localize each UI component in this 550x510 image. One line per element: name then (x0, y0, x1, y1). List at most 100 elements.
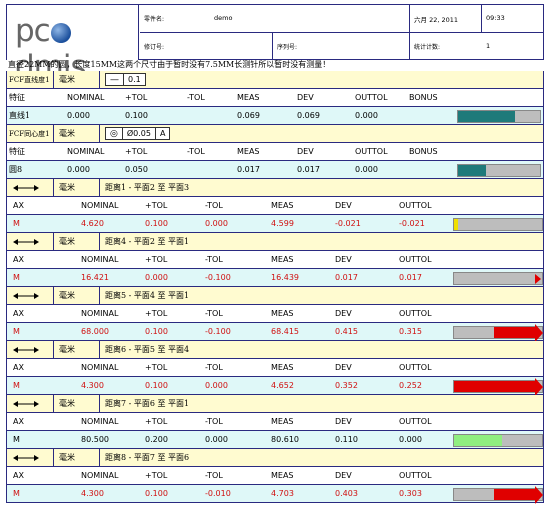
measurement-cell: 16.439 (271, 273, 299, 282)
column-header: +TOL (145, 471, 168, 480)
column-divider (99, 341, 100, 358)
out-of-tolerance-arrow-icon (535, 486, 543, 504)
measurement-cell: 0.252 (399, 381, 422, 390)
measurement-cell: 0.000 (205, 219, 228, 228)
measurement-cell: 0.110 (335, 435, 358, 444)
column-header: MEAS (271, 363, 294, 372)
column-header: -TOL (205, 363, 223, 372)
measurement-cell: 0.050 (125, 165, 148, 174)
measurement-cell: 68.000 (81, 327, 109, 336)
deviation-bar (453, 434, 543, 447)
measurement-cell: 0.069 (297, 111, 320, 120)
column-header-row: AX NOMINAL +TOL -TOL MEAS DEV OUTTOL (6, 197, 544, 215)
measurement-cell: 直线1 (9, 111, 31, 120)
distance-title-row: 毫米 距离7 - 平面6 至 平面1 (6, 395, 544, 413)
fcf-label: FCF直线度1 (9, 75, 50, 84)
measurement-cell: M (13, 219, 20, 228)
unit-label: 毫米 (59, 237, 75, 246)
measurement-cell: 0.352 (335, 381, 358, 390)
datum-ref: A (154, 128, 169, 139)
deviation-bar (453, 218, 543, 231)
measurement-cell: 0.000 (205, 435, 228, 444)
measurement-cell: 0.000 (399, 435, 422, 444)
column-header: NOMINAL (81, 363, 119, 372)
distance-title: 距离8 - 平面7 至 平面6 (105, 453, 190, 462)
column-header: +TOL (145, 363, 168, 372)
measurement-row: M 4.620 0.100 0.000 4.599 -0.021 -0.021 (6, 215, 544, 233)
column-header: OUTTOL (399, 471, 432, 480)
measurement-cell: 16.421 (81, 273, 109, 282)
measurement-cell: -0.021 (335, 219, 361, 228)
column-header: NOMINAL (67, 93, 105, 102)
revision-cell: 修订号: (140, 33, 273, 60)
column-divider (53, 341, 54, 358)
measurement-cell: 4.703 (271, 489, 294, 498)
column-divider (53, 395, 54, 412)
column-divider (99, 71, 100, 88)
column-divider (53, 233, 54, 250)
measurement-row: M 68.000 0.100 -0.100 68.415 0.415 0.315 (6, 323, 544, 342)
column-header: NOMINAL (81, 417, 119, 426)
measurement-cell: 4.599 (271, 219, 294, 228)
column-header: BONUS (409, 93, 438, 102)
unit-label: 毫米 (59, 453, 75, 462)
column-header: -TOL (205, 201, 223, 210)
column-header: OUTTOL (399, 417, 432, 426)
column-header-row: AX NOMINAL +TOL -TOL MEAS DEV OUTTOL (6, 413, 544, 431)
measurement-cell: -0.100 (205, 327, 231, 336)
column-header: NOMINAL (81, 201, 119, 210)
measurement-cell: 0.100 (145, 327, 168, 336)
column-header: NOMINAL (81, 309, 119, 318)
revision-label: 修订号: (144, 44, 165, 51)
column-header: NOMINAL (67, 147, 105, 156)
measurement-cell: 0.000 (67, 111, 90, 120)
column-header: -TOL (205, 309, 223, 318)
measurement-row: 直线1 0.000 0.100 0.069 0.069 0.000 (6, 107, 544, 125)
distance-arrow-icon (13, 341, 39, 358)
measurement-cell: 0.000 (355, 165, 378, 174)
measurement-cell: M (13, 327, 20, 336)
column-header: +TOL (125, 147, 148, 156)
distance-title: 距离6 - 平面5 至 平面4 (105, 345, 190, 354)
distance-title: 距离1 - 平面2 至 平面3 (105, 183, 190, 192)
measurement-cell: 4.620 (81, 219, 104, 228)
column-header: DEV (335, 417, 352, 426)
column-header-row: AX NOMINAL +TOL -TOL MEAS DEV OUTTOL (6, 251, 544, 269)
column-header: -TOL (187, 93, 205, 102)
measurement-cell: 0.017 (237, 165, 260, 174)
deviation-bar (457, 164, 541, 177)
column-header: AX (13, 417, 24, 426)
measurement-cell: M (13, 435, 20, 444)
distance-title: 距离7 - 平面6 至 平面1 (105, 399, 190, 408)
deviation-bar (453, 272, 543, 285)
deviation-fill (494, 489, 537, 500)
measurement-cell: 0.303 (399, 489, 422, 498)
column-header: DEV (335, 471, 352, 480)
measurement-cell: 0.000 (205, 381, 228, 390)
deviation-bar (453, 486, 543, 504)
measurement-cell: 68.415 (271, 327, 299, 336)
unit-label: 毫米 (59, 129, 75, 138)
deviation-fill (454, 435, 503, 446)
measurement-cell: 0.415 (335, 327, 358, 336)
distance-title-row: 毫米 距离1 - 平面2 至 平面3 (6, 179, 544, 197)
measurement-cell: 0.100 (145, 381, 168, 390)
column-header: DEV (335, 201, 352, 210)
serial-label: 序列号: (277, 44, 298, 51)
measurement-cell: 0.315 (399, 327, 422, 336)
column-header: OUTTOL (399, 201, 432, 210)
distance-arrow-icon (13, 287, 39, 304)
report-header: pcdmis 零件名: demo 六月 22, 2011 09:33 修订号: … (6, 4, 544, 85)
measurement-row: M 4.300 0.100 0.000 4.652 0.352 0.252 (6, 377, 544, 396)
report-time: 09:33 (486, 14, 505, 22)
measurement-cell: 0.200 (145, 435, 168, 444)
measurement-cell: -0.010 (205, 489, 231, 498)
column-header: +TOL (145, 417, 168, 426)
distance-title: 距离4 - 平面2 至 平面1 (105, 237, 190, 246)
fcf-title-row: FCF直线度1 毫米 — 0.1 (6, 71, 544, 89)
report-date: 六月 22, 2011 (414, 16, 459, 24)
fcf-title-row: FCF同心度1 毫米 ◎ Ø0.05 A (6, 125, 544, 143)
measurement-cell: 80.500 (81, 435, 109, 444)
column-header: DEV (335, 309, 352, 318)
unit-label: 毫米 (59, 399, 75, 408)
